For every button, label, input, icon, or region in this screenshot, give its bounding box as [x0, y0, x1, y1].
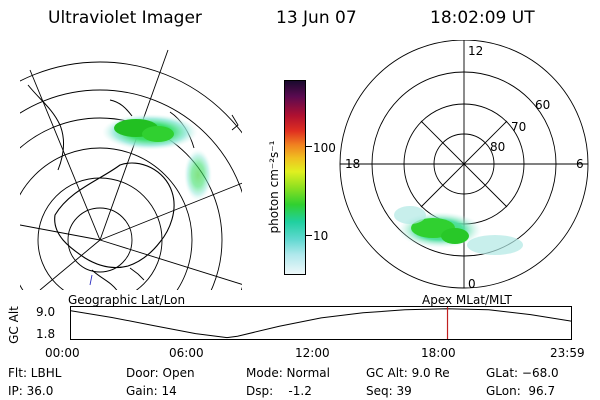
observation-date: 13 Jun 07 [276, 8, 357, 28]
mlat-label-60: 60 [535, 98, 551, 112]
mlat-label-80: 80 [490, 140, 506, 154]
status-door: Door: Open [126, 366, 195, 380]
status-ip: IP: 36.0 [8, 384, 54, 398]
colorbar-tick-100: 100 [313, 141, 336, 155]
mlt-label-right: 6 [576, 157, 584, 171]
mlat-label-70: 70 [511, 120, 527, 134]
geographic-map [20, 49, 242, 290]
mlt-label-top: 12 [468, 44, 484, 58]
colorbar-tickmark [306, 235, 312, 236]
altitude-curve [70, 308, 572, 339]
altitude-plot [70, 306, 572, 340]
time-tick-2359: 23:59 [550, 346, 585, 360]
status-gc-alt: GC Alt: 9.0 Re [366, 366, 450, 380]
time-tick-1800: 18:00 [421, 346, 456, 360]
polar-mlt-plot [339, 40, 589, 289]
altitude-tick-high: 9.0 [36, 305, 56, 319]
polar-aurora [394, 206, 523, 255]
mlt-label-left: 18 [345, 157, 361, 171]
colorbar-tick-10: 10 [313, 229, 329, 243]
mlt-label-bottom: 0 [468, 277, 476, 291]
time-tick-0000: 00:00 [45, 346, 80, 360]
observation-time: 18:02:09 UT [430, 8, 535, 28]
status-gain: Gain: 14 [126, 384, 177, 398]
altitude-tick-low: 1.8 [36, 327, 56, 341]
colorbar-unit-label: photon cm⁻²s⁻¹ [267, 140, 281, 234]
color-scale-bar [284, 80, 306, 275]
status-glon: GLon: 96.7 [486, 384, 556, 398]
geo-aurora [102, 114, 212, 201]
status-mode: Mode: Normal [246, 366, 330, 380]
polar-panel-label: Apex MLat/MLT [422, 293, 512, 307]
status-glat: GLat: −68.0 [486, 366, 559, 380]
instrument-title: Ultraviolet Imager [48, 8, 202, 28]
status-seq: Seq: 39 [366, 384, 412, 398]
altitude-axis-label: GC Alt [7, 306, 21, 344]
time-tick-1200: 12:00 [295, 346, 330, 360]
geographic-panel-label: Geographic Lat/Lon [68, 293, 186, 307]
status-dsp: Dsp: -1.2 [246, 384, 312, 398]
status-filter: Flt: LBHL [8, 366, 62, 380]
time-tick-0600: 06:00 [169, 346, 204, 360]
colorbar-tickmark [306, 146, 312, 147]
